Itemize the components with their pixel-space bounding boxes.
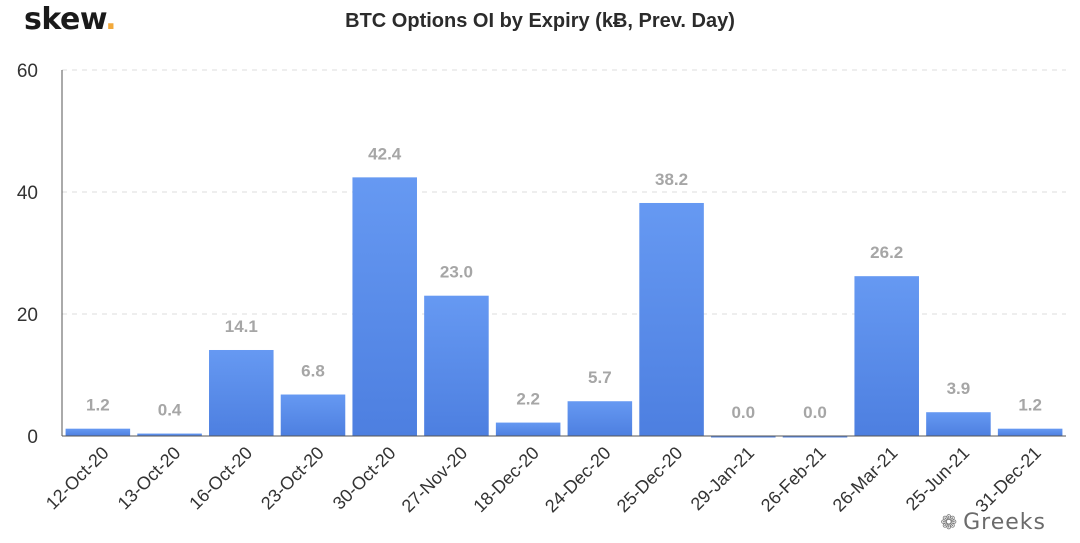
- wechat-icon: ❁: [940, 510, 957, 535]
- bar-31-Dec-21: [998, 429, 1063, 436]
- bar-25-Dec-20: [639, 203, 704, 436]
- x-tick-label: 27-Nov-20: [398, 443, 472, 517]
- bar-24-Dec-20: [568, 401, 633, 436]
- x-tick-label: 18-Dec-20: [469, 443, 543, 517]
- data-label: 1.2: [86, 396, 110, 415]
- x-tick-label: 25-Jun-21: [902, 443, 973, 514]
- x-tick-label: 26-Mar-21: [829, 443, 902, 516]
- data-label: 26.2: [870, 243, 903, 262]
- x-tick-label: 12-Oct-20: [42, 443, 113, 514]
- x-tick-label: 16-Oct-20: [185, 443, 256, 514]
- watermark: ❁ Greeks: [940, 510, 1046, 535]
- bar-30-Oct-20: [352, 177, 417, 436]
- watermark-text: Greeks: [963, 510, 1046, 535]
- bar-12-Oct-20: [66, 429, 131, 436]
- data-label: 1.2: [1018, 396, 1042, 415]
- bar-26-Mar-21: [854, 276, 919, 436]
- data-label: 23.0: [440, 263, 473, 282]
- x-axis-ticks: 12-Oct-20 13-Oct-20 16-Oct-20 23-Oct-20 30-O…: [42, 443, 1045, 517]
- y-tick-label: 0: [27, 427, 38, 448]
- x-tick-label: 13-Oct-20: [114, 443, 185, 514]
- bars: [66, 177, 1063, 437]
- y-tick-label: 20: [17, 305, 38, 326]
- data-label: 0.0: [803, 403, 827, 422]
- data-label: 5.7: [588, 368, 612, 387]
- data-label: 38.2: [655, 170, 688, 189]
- x-tick-label: 29-Jan-21: [687, 443, 758, 514]
- data-label: 0.0: [731, 403, 755, 422]
- bar-27-Nov-20: [424, 296, 489, 436]
- x-tick-label: 31-Dec-21: [971, 443, 1045, 517]
- x-tick-label: 26-Feb-21: [757, 443, 830, 516]
- x-tick-label: 25-Dec-20: [613, 443, 687, 517]
- data-label: 14.1: [225, 317, 258, 336]
- data-label: 0.4: [158, 401, 182, 420]
- data-label: 3.9: [947, 379, 971, 398]
- bar-23-Oct-20: [281, 395, 346, 436]
- x-tick-label: 23-Oct-20: [257, 443, 328, 514]
- data-label: 2.2: [516, 390, 540, 409]
- y-axis-ticks: 0 20 40 60: [17, 61, 38, 448]
- x-tick-label: 30-Oct-20: [329, 443, 400, 514]
- y-tick-label: 40: [17, 183, 38, 204]
- bar-18-Dec-20: [496, 423, 561, 436]
- bar-25-Jun-21: [926, 412, 991, 436]
- data-label: 6.8: [301, 362, 325, 381]
- bar-16-Oct-20: [209, 350, 274, 436]
- y-tick-label: 60: [17, 61, 38, 82]
- data-label: 42.4: [368, 144, 402, 163]
- x-tick-label: 24-Dec-20: [541, 443, 615, 517]
